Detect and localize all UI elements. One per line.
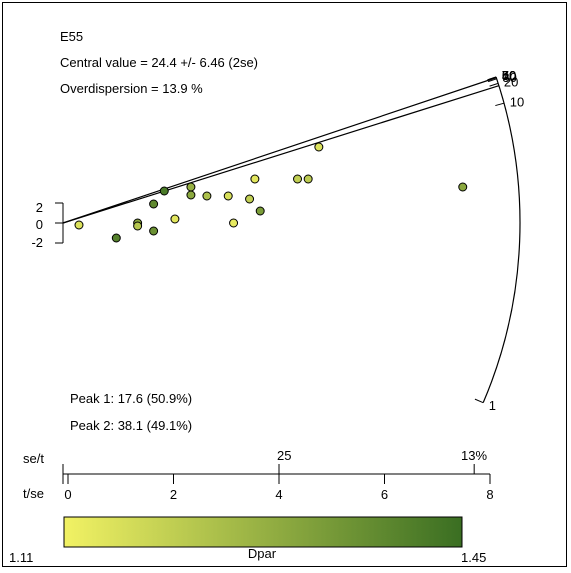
reference-lines [62, 77, 500, 224]
z-tick-mark [489, 82, 499, 87]
central-value-text: Central value = 24.4 +/- 6.46 (2se) [60, 55, 258, 70]
x-tick-label: 8 [486, 487, 493, 502]
peak-2-text: Peak 2: 38.1 (49.1%) [70, 418, 192, 433]
z-tick-label: 30 [502, 70, 516, 85]
data-point [111, 233, 121, 243]
data-point [133, 221, 143, 231]
data-point [74, 220, 84, 230]
colorbar: 1.11 Dpar 1.45 [9, 516, 486, 565]
colorbar-gradient [63, 516, 463, 548]
colorbar-min: 1.11 [9, 550, 33, 565]
z-tick-label: 10 [510, 95, 524, 110]
peak-reference-line [62, 77, 497, 224]
radial-plot: E55 Central value = 24.4 +/- 6.46 (2se) … [9, 29, 524, 565]
std-tick-neg2: -2 [31, 235, 43, 250]
data-point [255, 206, 265, 216]
overdispersion-text: Overdispersion = 13.9 % [60, 81, 203, 96]
data-point [314, 142, 324, 152]
z-tick-label: 1 [489, 398, 496, 413]
plot-frame: E55 Central value = 24.4 +/- 6.46 (2se) … [2, 2, 567, 567]
x-axis-ticks: 0 2 4 6 8 [62, 464, 494, 502]
z-tick-label: 70 [502, 68, 516, 83]
se-t-tick-25: 25 [277, 448, 291, 463]
std-tick-0: 0 [36, 217, 43, 232]
x-tick-label: 6 [381, 487, 388, 502]
data-point [458, 182, 468, 192]
data-point [186, 190, 196, 200]
chart-title: E55 [60, 29, 83, 44]
data-point [250, 174, 260, 184]
data-point [245, 194, 255, 204]
std-tick-2: 2 [36, 200, 43, 215]
data-point [149, 226, 159, 236]
x-tick-label: 0 [64, 487, 71, 502]
se-t-label: se/t [23, 451, 44, 466]
z-axis-line [482, 76, 521, 403]
x-tick-label: 2 [170, 487, 177, 502]
peak-reference-line [62, 85, 500, 224]
data-point [202, 191, 212, 201]
data-points [74, 142, 468, 243]
data-point [293, 174, 303, 184]
t-se-label: t/se [23, 486, 44, 501]
peak-1-text: Peak 1: 17.6 (50.9%) [70, 391, 192, 406]
data-point [170, 214, 180, 224]
data-point [303, 174, 313, 184]
z-tick-mark [495, 102, 505, 107]
data-point [149, 199, 159, 209]
se-t-tick-13: 13% [461, 448, 487, 463]
z-tick-mark [487, 78, 497, 83]
z-tick-label: 20 [504, 75, 518, 90]
data-point [186, 182, 196, 192]
standardized-axis: 2 0 -2 [31, 200, 64, 250]
colorbar-max: 1.45 [461, 550, 486, 565]
data-point [229, 218, 239, 228]
data-point [159, 186, 169, 196]
z-tick-mark [487, 76, 497, 81]
z-tick-mark [474, 398, 484, 404]
x-tick-label: 4 [275, 487, 282, 502]
data-point [223, 191, 233, 201]
z-tick-label: 50 [502, 68, 516, 83]
z-tick-label: 40 [502, 69, 516, 84]
colorbar-label: Dpar [248, 546, 277, 561]
x-axis: se/t 25 13% t/se 0 2 4 6 8 [23, 448, 494, 502]
z-tick-label: 60 [502, 68, 516, 83]
